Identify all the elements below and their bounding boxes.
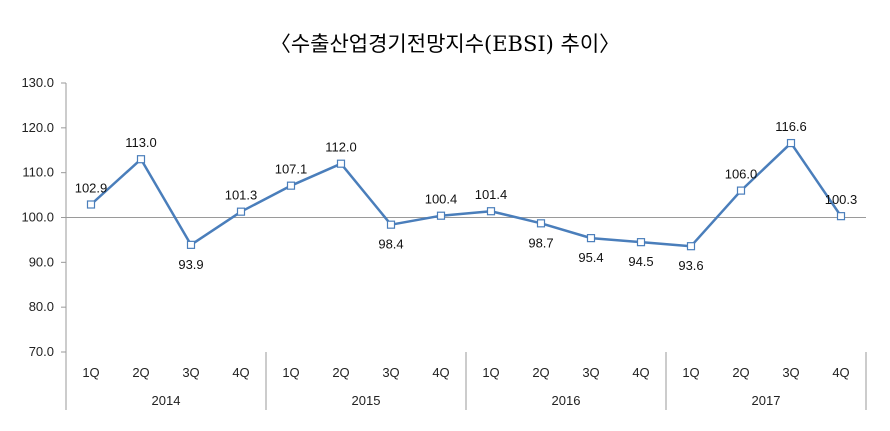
data-label: 102.9 xyxy=(75,180,108,195)
y-tick-label: 90.0 xyxy=(29,254,54,269)
data-point xyxy=(186,240,196,249)
data-label: 98.4 xyxy=(378,237,403,252)
x-tick-label: 3Q xyxy=(382,365,399,380)
x-tick-label: 4Q xyxy=(232,365,249,380)
x-tick-label: 3Q xyxy=(782,365,799,380)
data-point xyxy=(636,238,646,247)
data-point xyxy=(136,155,146,164)
data-label: 116.6 xyxy=(775,119,807,134)
y-tick-label: 70.0 xyxy=(29,344,54,359)
data-label: 112.0 xyxy=(325,140,357,155)
data-point xyxy=(386,220,396,229)
data-point xyxy=(736,186,746,195)
data-point xyxy=(786,138,796,148)
data-label: 94.5 xyxy=(628,254,653,269)
data-label: 93.9 xyxy=(178,257,203,272)
x-group-label: 2017 xyxy=(752,393,781,408)
data-label: 101.4 xyxy=(475,187,508,202)
data-point xyxy=(836,212,846,221)
data-point xyxy=(536,219,546,228)
data-point xyxy=(236,207,246,216)
series-line xyxy=(90,141,843,248)
data-label: 106.0 xyxy=(725,167,758,182)
y-tick-label: 100.0 xyxy=(21,210,54,225)
x-tick-label: 3Q xyxy=(182,365,199,380)
y-tick-label: 120.0 xyxy=(21,120,54,135)
data-point xyxy=(686,242,696,251)
y-tick-label: 110.0 xyxy=(22,165,54,180)
x-tick-label: 2Q xyxy=(132,365,149,380)
data-point xyxy=(286,181,296,190)
x-tick-label: 2Q xyxy=(732,365,749,380)
x-tick-label: 1Q xyxy=(282,365,299,380)
data-point xyxy=(486,207,496,216)
x-group-label: 2016 xyxy=(552,393,581,408)
data-point xyxy=(586,234,596,243)
x-tick-label: 1Q xyxy=(82,365,99,380)
data-label: 101.3 xyxy=(225,188,258,203)
data-point xyxy=(86,200,96,209)
x-tick-label: 4Q xyxy=(832,365,849,380)
x-tick-label: 4Q xyxy=(432,365,449,380)
x-tick-label: 2Q xyxy=(332,365,349,380)
x-tick-label: 3Q xyxy=(582,365,599,380)
data-label: 100.4 xyxy=(425,192,458,207)
x-tick-label: 1Q xyxy=(482,365,499,380)
y-tick-label: 80.0 xyxy=(29,299,54,314)
data-point xyxy=(336,159,346,168)
data-label: 100.3 xyxy=(825,192,858,207)
data-label: 93.6 xyxy=(678,258,703,273)
x-group-label: 2015 xyxy=(352,393,381,408)
y-tick-label: 130.0 xyxy=(21,75,54,90)
x-group-label: 2014 xyxy=(152,393,181,408)
x-tick-label: 1Q xyxy=(682,365,699,380)
data-label: 113.0 xyxy=(125,135,157,150)
data-label: 107.1 xyxy=(275,162,308,177)
data-label: 95.4 xyxy=(578,250,603,265)
x-tick-label: 2Q xyxy=(532,365,549,380)
chart-title: 〈수출산업경기전망지수(EBSI) 추이〉 xyxy=(270,32,620,56)
data-point xyxy=(436,211,446,220)
data-label: 98.7 xyxy=(528,235,553,250)
x-tick-label: 4Q xyxy=(632,365,649,380)
